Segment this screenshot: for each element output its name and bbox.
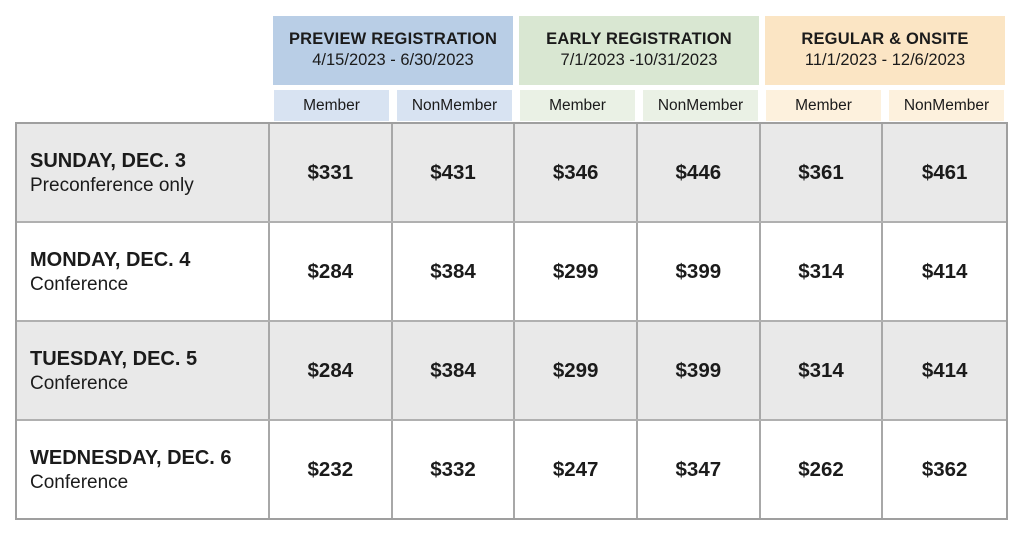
group-title: REGULAR & ONSITE (801, 30, 969, 49)
group-header-regular-onsite: REGULAR & ONSITE 11/1/2023 - 12/6/2023 (765, 16, 1005, 85)
price-cell: $414 (921, 259, 968, 283)
subheader-row: Member NonMember Member NonMember Member… (15, 90, 1008, 121)
price-cell: $331 (270, 124, 393, 221)
table-row-monday: MONDAY, DEC. 4 Conference $284 $384 $299… (17, 221, 1006, 320)
row-desc: Conference (30, 471, 129, 493)
group-title: EARLY REGISTRATION (546, 30, 732, 49)
row-day: TUESDAY, DEC. 5 (30, 347, 198, 370)
subheader-regular-member: Member (766, 90, 881, 121)
header-group-row: PREVIEW REGISTRATION 4/15/2023 - 6/30/20… (15, 16, 1008, 85)
price-cell: $399 (638, 322, 761, 419)
subheader-preview-member: Member (274, 90, 389, 121)
subheader-spacer (15, 90, 270, 121)
row-label-cell: WEDNESDAY, DEC. 6 Conference (17, 421, 270, 518)
table-row-sunday: SUNDAY, DEC. 3 Preconference only $331 $… (17, 124, 1006, 221)
price-cell: $299 (515, 322, 638, 419)
table-body: SUNDAY, DEC. 3 Preconference only $331 $… (15, 122, 1008, 520)
subheader-preview-nonmember: NonMember (397, 90, 512, 121)
price-cell: $284 (270, 223, 393, 320)
price-cell: $461 (921, 160, 968, 184)
group-dates: 4/15/2023 - 6/30/2023 (312, 51, 474, 70)
group-header-early: EARLY REGISTRATION 7/1/2023 -10/31/2023 (519, 16, 759, 85)
group-header-preview: PREVIEW REGISTRATION 4/15/2023 - 6/30/20… (273, 16, 513, 85)
subheader-early-nonmember: NonMember (643, 90, 758, 121)
price-cell: $446 (638, 124, 761, 221)
row-label-cell: TUESDAY, DEC. 5 Conference (17, 322, 270, 419)
subheader-early-member: Member (520, 90, 635, 121)
price-cell: $414 (921, 358, 968, 382)
price-cell: $247 (515, 421, 638, 518)
group-title: PREVIEW REGISTRATION (288, 30, 498, 49)
price-cell: $346 (515, 124, 638, 221)
price-cell: $314 (761, 223, 884, 320)
subheader-regular-nonmember: NonMember (889, 90, 1004, 121)
row-desc: Preconference only (30, 174, 194, 196)
price-cell: $361 (761, 124, 884, 221)
row-desc: Conference (30, 273, 129, 295)
price-cell: $362 (921, 457, 968, 481)
price-cell: $384 (393, 223, 516, 320)
price-cell: $347 (638, 421, 761, 518)
row-day: WEDNESDAY, DEC. 6 (30, 446, 232, 469)
row-label-cell: SUNDAY, DEC. 3 Preconference only (17, 124, 270, 221)
price-cell: $299 (515, 223, 638, 320)
price-cell: $314 (761, 322, 884, 419)
table-row-wednesday: WEDNESDAY, DEC. 6 Conference $232 $332 $… (17, 419, 1006, 518)
price-cell: $384 (393, 322, 516, 419)
price-cell: $399 (638, 223, 761, 320)
row-label-cell: MONDAY, DEC. 4 Conference (17, 223, 270, 320)
price-cell: $431 (393, 124, 516, 221)
header-spacer (15, 16, 270, 85)
table-row-tuesday: TUESDAY, DEC. 5 Conference $284 $384 $29… (17, 320, 1006, 419)
price-cell: $262 (761, 421, 884, 518)
row-day: SUNDAY, DEC. 3 (30, 149, 186, 172)
row-day: MONDAY, DEC. 4 (30, 248, 191, 271)
group-dates: 11/1/2023 - 12/6/2023 (804, 51, 966, 70)
row-desc: Conference (30, 372, 129, 394)
price-cell: $232 (270, 421, 393, 518)
group-dates: 7/1/2023 -10/31/2023 (560, 51, 718, 70)
price-cell: $284 (270, 322, 393, 419)
price-cell: $332 (393, 421, 516, 518)
